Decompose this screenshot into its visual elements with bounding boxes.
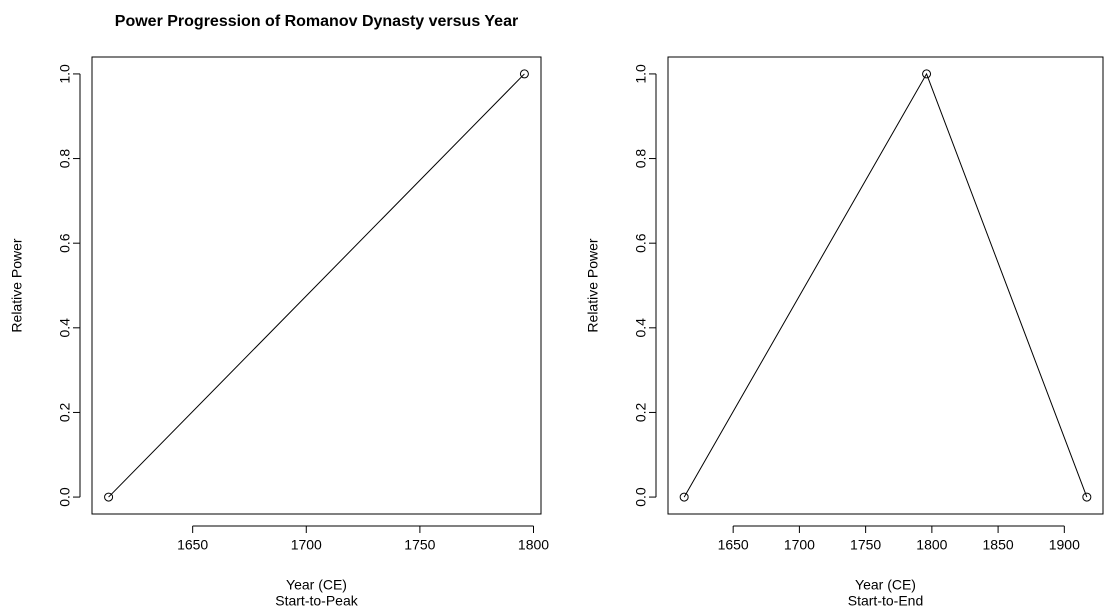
y-tick-label: 0.0	[633, 487, 649, 507]
plot-box	[91, 56, 542, 515]
x-tick-label: 1650	[718, 537, 749, 553]
y-tick-label: 0.6	[57, 233, 73, 253]
x-tick-label: 1900	[1049, 537, 1080, 553]
x-tick-label: 1850	[983, 537, 1014, 553]
x-tick-label: 1700	[784, 537, 815, 553]
y-tick-label: 1.0	[57, 64, 73, 84]
x-axis-label: Year (CE)	[855, 577, 916, 593]
x-tick-label: 1800	[518, 537, 549, 553]
data-point	[519, 69, 529, 79]
data-point	[104, 492, 114, 502]
y-axis-label: Relative Power	[585, 238, 601, 332]
y-tick-label: 0.8	[57, 149, 73, 169]
y-tick-label: 1.0	[633, 64, 649, 84]
data-line	[108, 73, 525, 498]
data-point	[1082, 492, 1092, 502]
y-tick-label: 0.6	[633, 233, 649, 253]
x-tick-label: 1700	[291, 537, 322, 553]
data-point	[679, 492, 689, 502]
x-tick-label: 1650	[177, 537, 208, 553]
y-tick-label: 0.2	[633, 403, 649, 423]
y-tick-label: 0.0	[57, 487, 73, 507]
chart-title: Power Progression of Romanov Dynasty ver…	[115, 13, 518, 30]
data-line	[683, 72, 1088, 498]
y-tick-label: 0.4	[633, 318, 649, 338]
plot-box	[667, 56, 1104, 515]
y-tick-label: 0.4	[57, 318, 73, 338]
y-axis-label: Relative Power	[9, 238, 25, 332]
data-point	[922, 69, 932, 79]
x-axis-label: Year (CE)	[286, 577, 347, 593]
x-tick-label: 1750	[404, 537, 435, 553]
x-tick-label: 1800	[916, 537, 947, 553]
x-tick-label: 1750	[850, 537, 881, 553]
y-tick-label: 0.2	[57, 403, 73, 423]
subtitle: Start-to-End	[848, 593, 923, 609]
y-tick-label: 0.8	[633, 149, 649, 169]
subtitle: Start-to-Peak	[275, 593, 358, 609]
